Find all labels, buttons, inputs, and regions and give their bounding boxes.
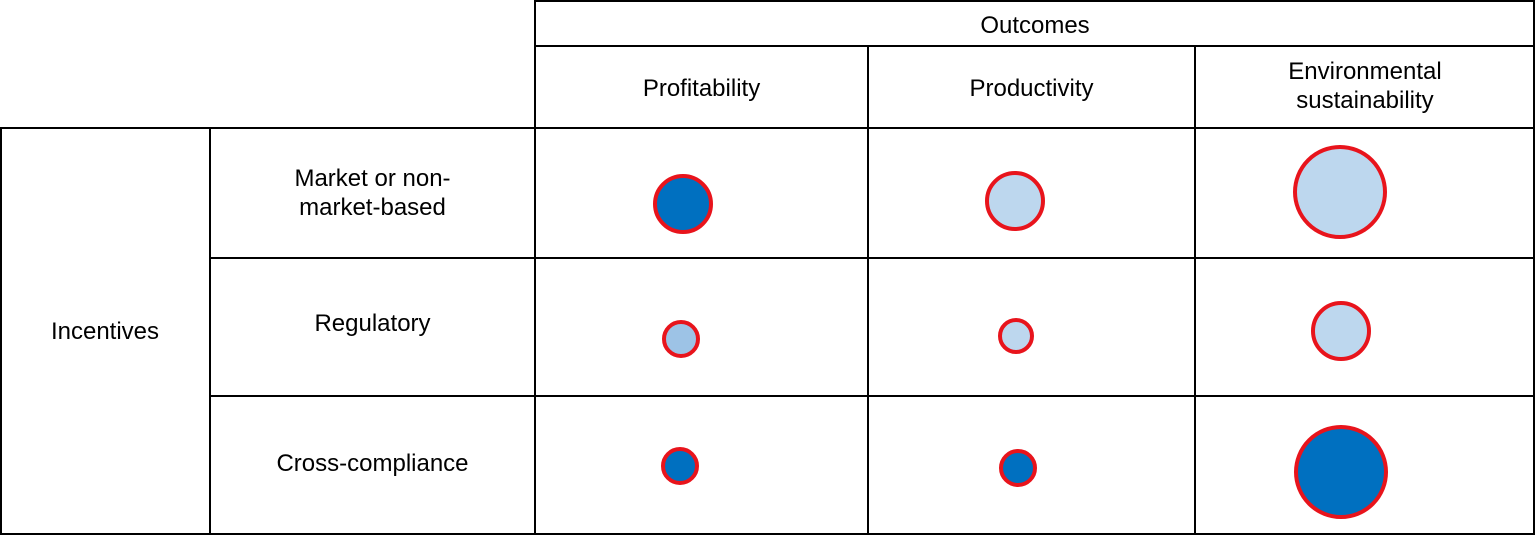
bubble (661, 447, 699, 485)
row-label: Market or non- market-based (294, 165, 451, 221)
bubble (1293, 145, 1387, 239)
column-header: Profitability (642, 74, 761, 102)
row-label: Regulatory (314, 309, 431, 337)
row-label: Cross-compliance (276, 449, 469, 477)
column-header: Productivity (969, 74, 1094, 102)
bubble (653, 174, 713, 234)
bubble (999, 449, 1037, 487)
header-title: Outcomes (980, 11, 1090, 39)
row-group-label: Incentives (50, 318, 160, 345)
bubble (998, 318, 1034, 354)
bubble (1294, 425, 1388, 519)
column-header: Environmental sustainability (1288, 58, 1442, 114)
bubble (662, 320, 700, 358)
bubble (985, 171, 1045, 231)
bubble (1311, 301, 1371, 361)
